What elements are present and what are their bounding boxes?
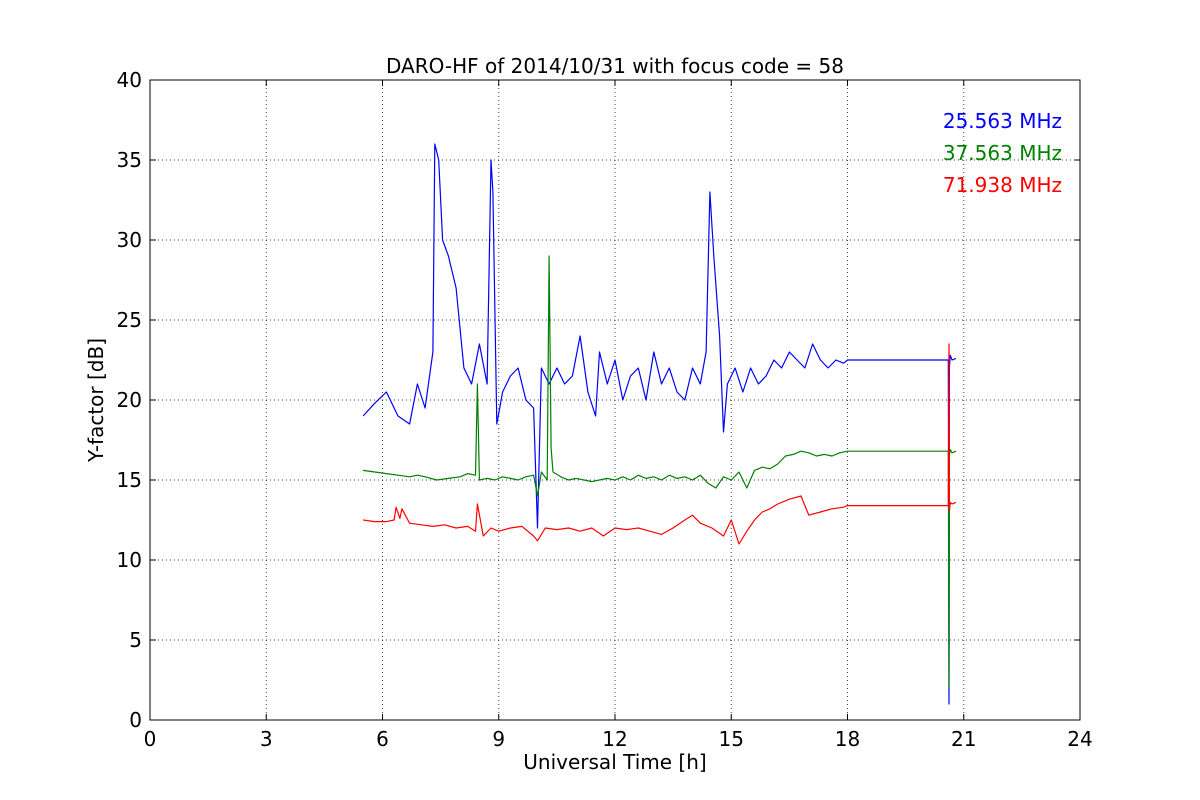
x-tick-label: 21 bbox=[951, 727, 976, 751]
series-layer bbox=[362, 143, 957, 705]
y-tick-label: 5 bbox=[129, 628, 142, 652]
series-line-0 bbox=[362, 143, 957, 705]
x-tick-label: 9 bbox=[492, 727, 505, 751]
y-axis-label: Y-factor [dB] bbox=[84, 338, 108, 463]
legend-entry: 37.563 MHz bbox=[943, 141, 1062, 165]
y-tick-label: 40 bbox=[117, 68, 142, 92]
chart-title: DARO-HF of 2014/10/31 with focus code = … bbox=[386, 54, 844, 78]
legend-entry: 25.563 MHz bbox=[943, 109, 1062, 133]
x-tick-label: 15 bbox=[719, 727, 744, 751]
grid bbox=[150, 80, 1080, 720]
ticks: 0 3 6 9 12 15 18 21 24 0 5 10 15 20 25 30 35 40 bbox=[117, 68, 1093, 751]
series-line-2 bbox=[363, 343, 957, 545]
x-tick-label: 6 bbox=[376, 727, 389, 751]
series-line-1 bbox=[363, 255, 957, 689]
y-tick-label: 10 bbox=[117, 548, 142, 572]
x-tick-label: 24 bbox=[1067, 727, 1092, 751]
y-tick-label: 35 bbox=[117, 148, 142, 172]
x-tick-label: 18 bbox=[835, 727, 860, 751]
x-tick-label: 3 bbox=[260, 727, 273, 751]
legend-entry: 71.938 MHz bbox=[943, 173, 1062, 197]
y-tick-label: 25 bbox=[117, 308, 142, 332]
x-tick-label: 0 bbox=[144, 727, 157, 751]
x-tick-label: 12 bbox=[602, 727, 627, 751]
x-axis-label: Universal Time [h] bbox=[523, 750, 706, 774]
y-tick-label: 0 bbox=[129, 708, 142, 732]
y-tick-label: 20 bbox=[117, 388, 142, 412]
y-tick-label: 15 bbox=[117, 468, 142, 492]
legend: 25.563 MHz 37.563 MHz 71.938 MHz bbox=[943, 109, 1062, 197]
y-tick-label: 30 bbox=[117, 228, 142, 252]
